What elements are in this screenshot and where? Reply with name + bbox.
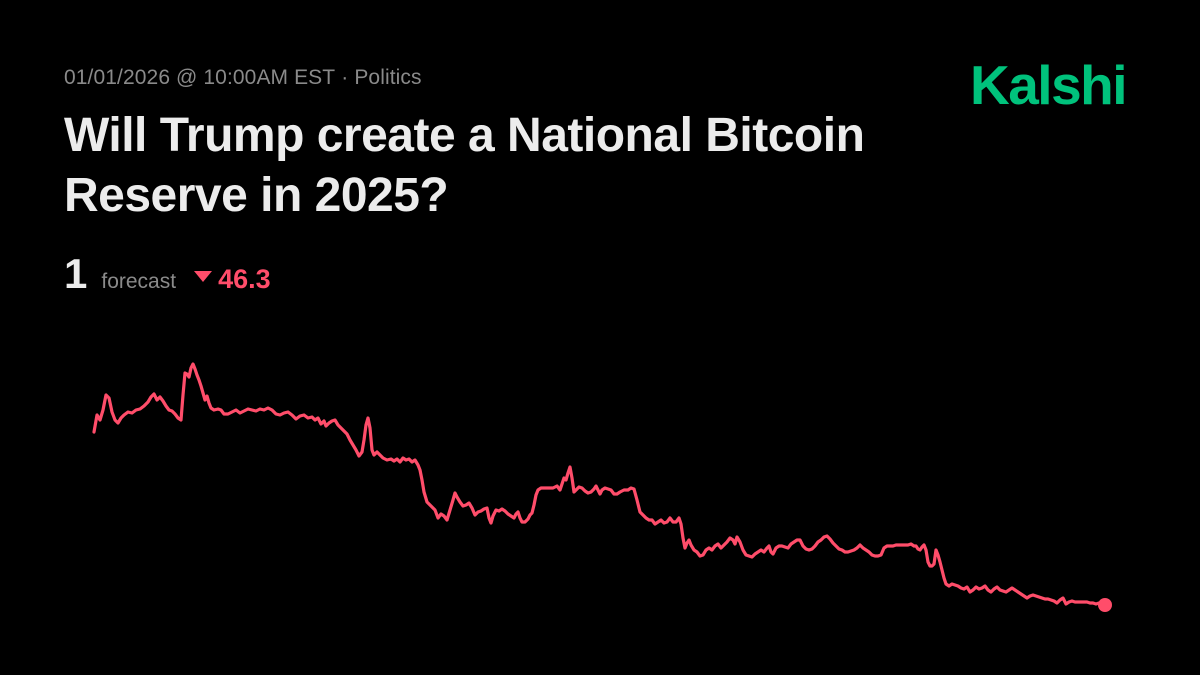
forecast-change: 46.3 — [194, 264, 271, 295]
forecast-line — [92, 362, 1107, 607]
meta-separator: · — [341, 66, 349, 89]
forecast-count-label: forecast — [101, 270, 177, 293]
market-date: 01/01/2026 @ 10:00AM EST — [64, 66, 336, 89]
current-value-marker — [1098, 598, 1112, 612]
kalshi-logo: Kalshi — [970, 54, 1128, 116]
forecast-stats: 1 forecast 46.3 — [64, 250, 271, 298]
market-category: Politics — [354, 66, 422, 89]
forecast-count: 1 — [64, 250, 88, 297]
market-title: Will Trump create a National Bitcoin Res… — [64, 109, 865, 222]
market-meta: 01/01/2026 @ 10:00AM EST · Politics — [64, 66, 422, 90]
forecast-change-value: 46.3 — [218, 264, 271, 294]
down-triangle-icon — [194, 271, 213, 282]
